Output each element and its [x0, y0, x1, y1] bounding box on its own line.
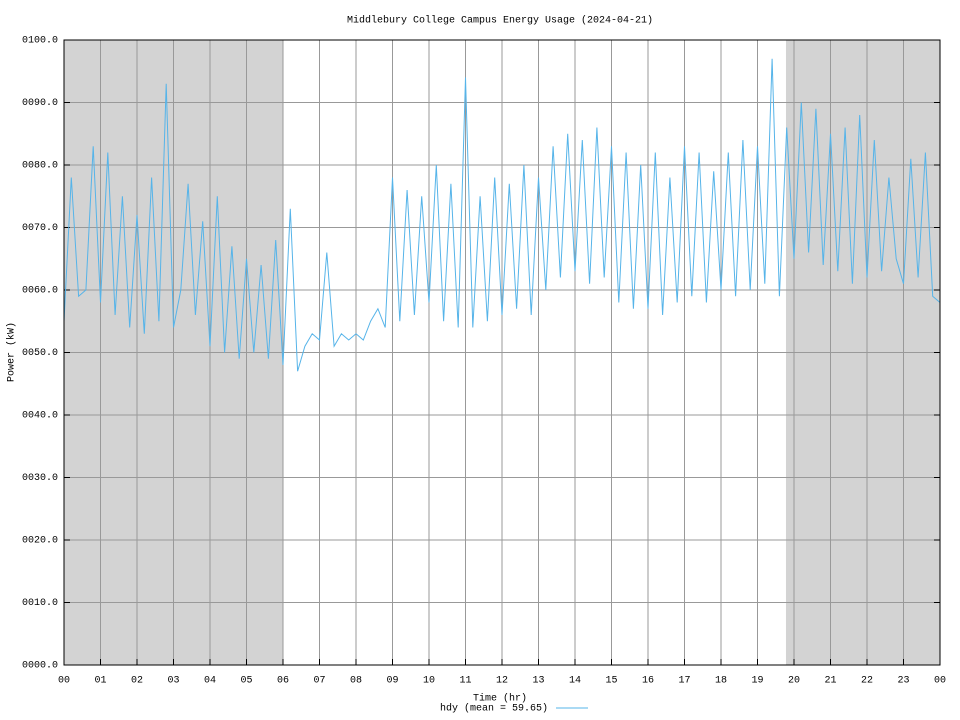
x-tick-label: 04: [204, 676, 216, 687]
y-tick-label: 0080.0: [22, 161, 58, 172]
x-tick-label: 13: [532, 676, 544, 687]
y-tick-label: 0050.0: [22, 348, 58, 359]
x-tick-label: 19: [751, 676, 763, 687]
x-tick-label: 22: [861, 676, 873, 687]
x-tick-label: 10: [423, 676, 435, 687]
y-tick-label: 0090.0: [22, 98, 58, 109]
x-tick-label: 14: [569, 676, 581, 687]
x-tick-label: 15: [605, 676, 617, 687]
y-tick-label: 0010.0: [22, 598, 58, 609]
y-tick-label: 0030.0: [22, 473, 58, 484]
x-tick-label: 05: [240, 676, 252, 687]
x-tick-label: 09: [386, 676, 398, 687]
x-tick-label: 00: [58, 676, 70, 687]
y-tick-label: 0020.0: [22, 536, 58, 547]
x-tick-label: 08: [350, 676, 362, 687]
x-tick-label: 00: [934, 676, 946, 687]
y-tick-label: 0000.0: [22, 661, 58, 672]
plot-frame: [63, 39, 941, 666]
x-tick-label: 01: [94, 676, 106, 687]
x-tick-label: 07: [313, 676, 325, 687]
x-tick-label: 21: [824, 676, 836, 687]
y-tick-label: 0040.0: [22, 411, 58, 422]
y-tick-label: 0070.0: [22, 223, 58, 234]
y-axis-label: Power (kW): [6, 322, 18, 382]
line-layer: [63, 58, 941, 372]
x-tick-label: 02: [131, 676, 143, 687]
x-tick-label: 03: [167, 676, 179, 687]
y-tick-label: 0060.0: [22, 286, 58, 297]
x-axis-label: Time (hr): [473, 693, 527, 705]
x-tick-label: 18: [715, 676, 727, 687]
x-tick-label: 06: [277, 676, 289, 687]
legend-label: hdy (mean = 59.65): [440, 703, 548, 715]
x-tick-label: 17: [678, 676, 690, 687]
x-tick-label: 23: [897, 676, 909, 687]
x-tick-label: 11: [459, 676, 471, 687]
x-tick-label: 16: [642, 676, 654, 687]
chart-title: Middlebury College Campus Energy Usage (…: [347, 15, 653, 27]
data-line: [63, 58, 941, 372]
x-tick-label: 12: [496, 676, 508, 687]
label-layer: 0000.0 0010.0 0020.0 0030.0 0040.0 0050.0 0060…: [22, 36, 946, 715]
x-tick-label: 20: [788, 676, 800, 687]
y-tick-label: 0100.0: [22, 36, 58, 47]
